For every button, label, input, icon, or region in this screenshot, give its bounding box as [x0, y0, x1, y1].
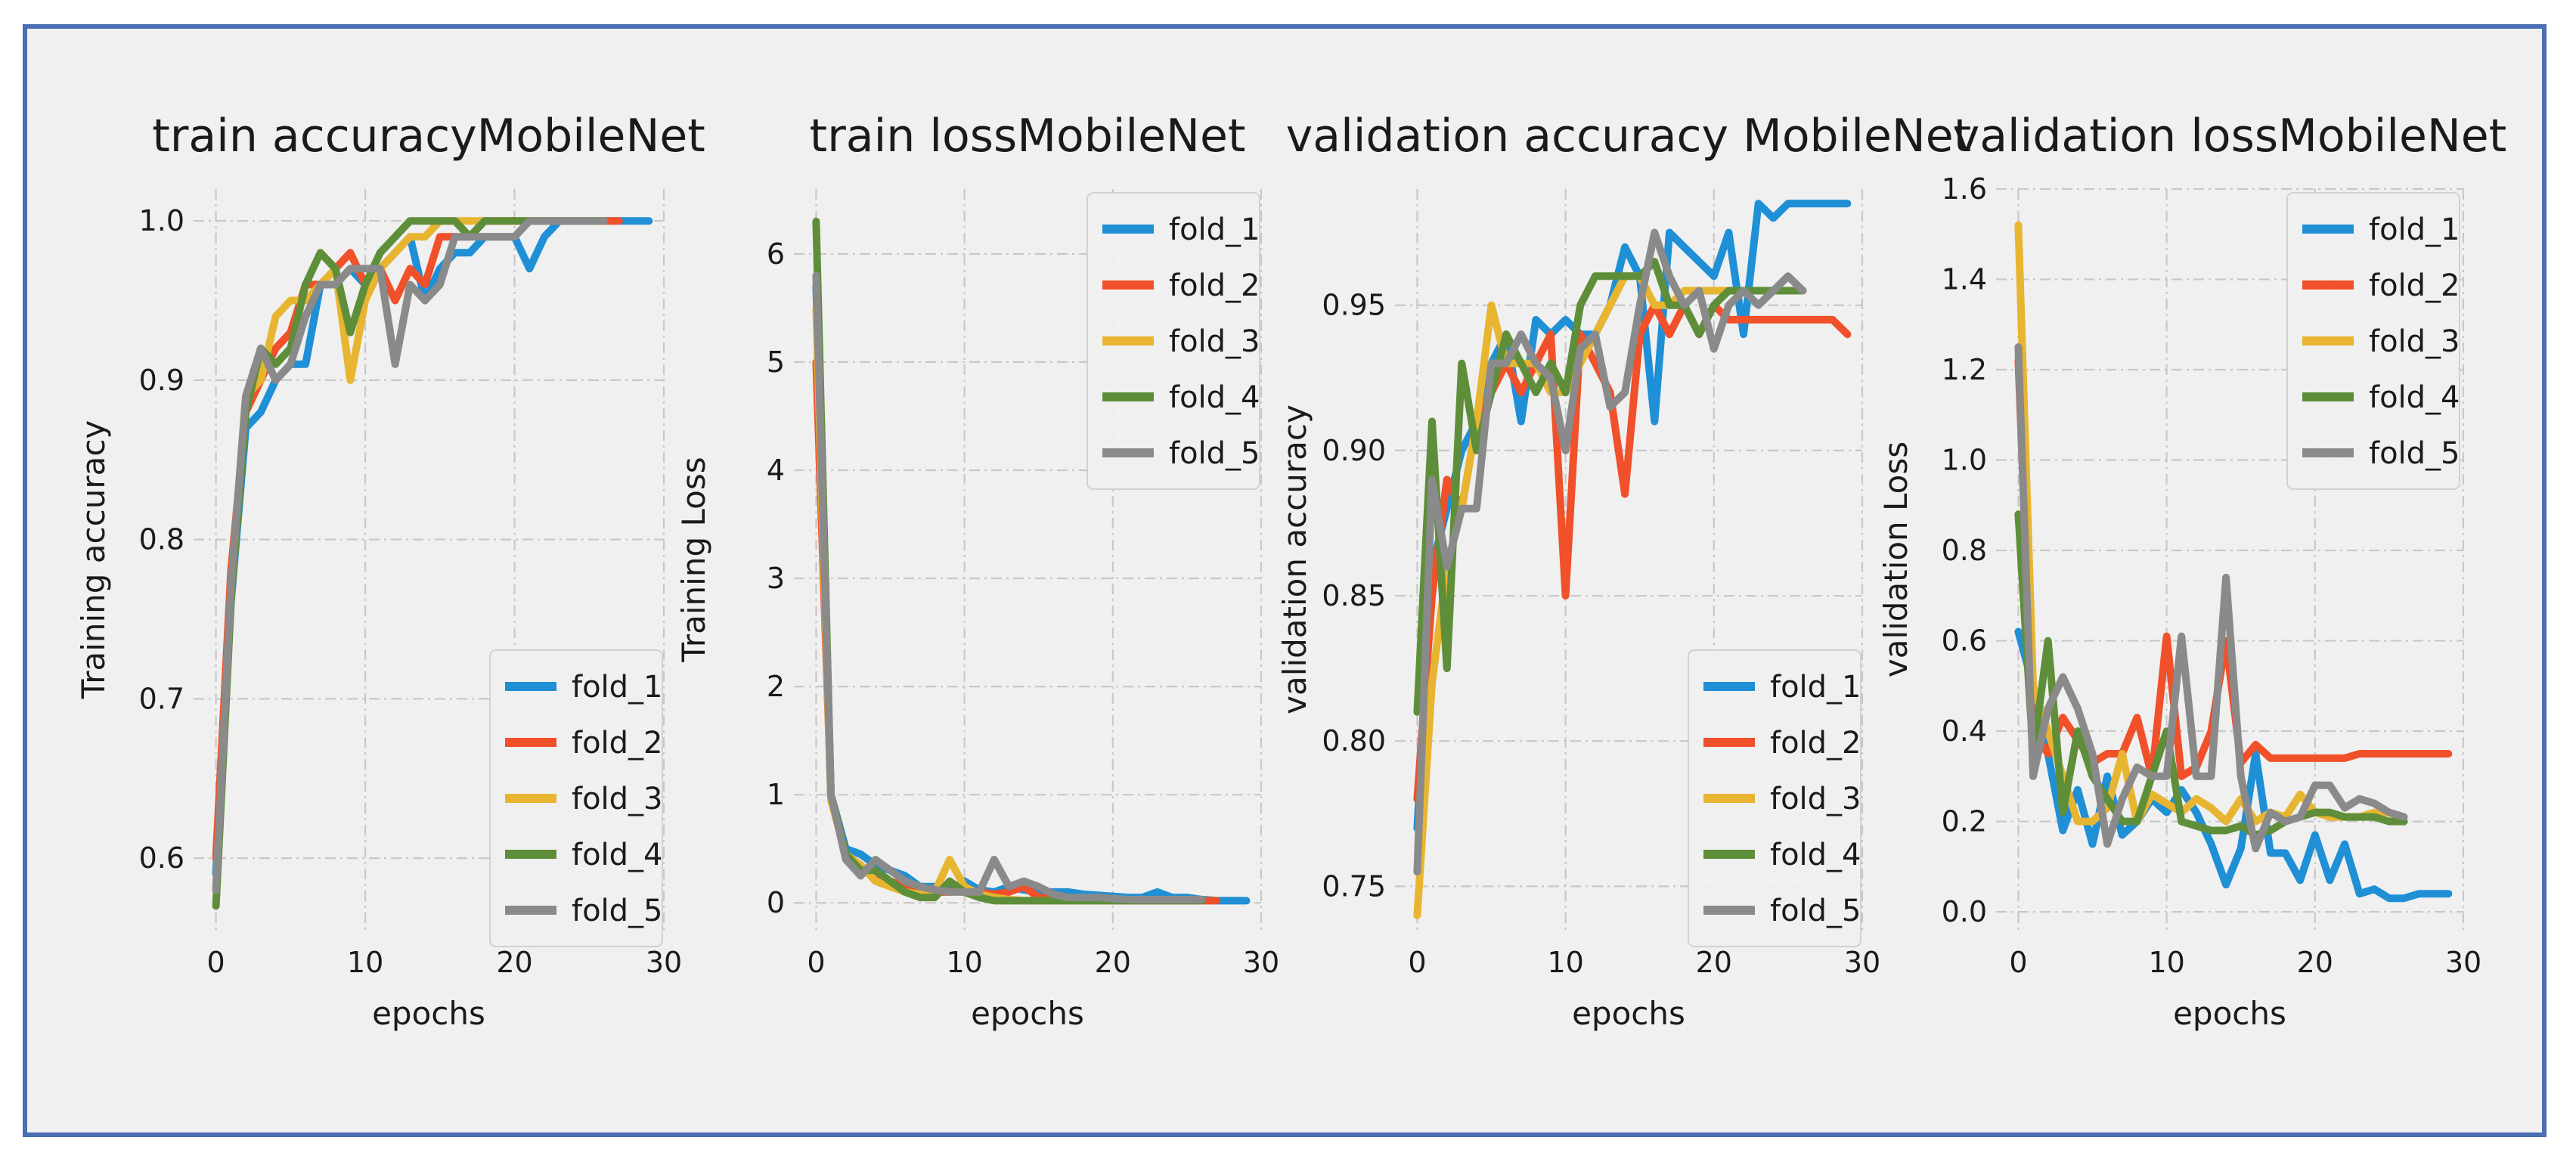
y-tick-label: 0.80 [1322, 724, 1386, 758]
chart-title: validation accuracy MobileNet [1286, 110, 1971, 163]
x-tick-label: 10 [1547, 946, 1583, 979]
y-tick-label: 0.95 [1322, 289, 1386, 322]
legend-box [2286, 192, 2460, 490]
y-tick-label: 0.85 [1322, 579, 1386, 612]
x-tick-label: 10 [347, 946, 383, 979]
y-axis-label: validation accuracy [1276, 404, 1313, 714]
legend-box [1087, 192, 1260, 490]
y-tick-label: 5 [767, 345, 785, 379]
y-tick-label: 0.6 [1942, 624, 1987, 658]
y-tick-label: 4 [767, 454, 785, 487]
legend-label-fold-4: fold_4 [1770, 838, 1861, 872]
y-tick-label: 0.6 [139, 841, 184, 875]
x-tick-label: 20 [1696, 946, 1732, 979]
x-tick-label: 0 [2009, 946, 2027, 979]
y-tick-label: 0 [767, 886, 785, 919]
legend-label-fold-3: fold_3 [572, 782, 663, 816]
legend-label-fold-3: fold_3 [2369, 324, 2460, 359]
y-tick-label: 0.2 [1942, 805, 1987, 838]
legend-label-fold-5: fold_5 [1770, 894, 1861, 928]
x-tick-label: 20 [2297, 946, 2333, 979]
legend-label-fold-2: fold_2 [572, 726, 663, 761]
x-tick-label: 10 [2148, 946, 2184, 979]
legend-label-fold-1: fold_1 [2369, 212, 2460, 247]
chart-title: train lossMobileNet [810, 110, 1246, 163]
y-tick-label: 3 [767, 562, 785, 595]
series-line-fold-1 [2014, 627, 2453, 903]
y-tick-label: 1.2 [1942, 353, 1987, 386]
x-tick-label: 0 [207, 946, 225, 979]
legend-label-fold-1: fold_1 [1169, 212, 1260, 247]
y-axis-label: Training Loss [675, 457, 712, 662]
y-tick-label: 6 [767, 237, 785, 271]
x-axis-label: epochs [2173, 995, 2286, 1032]
y-tick-label: 2 [767, 670, 785, 703]
y-tick-label: 1.0 [1942, 444, 1987, 477]
legend-label-fold-5: fold_5 [2369, 436, 2460, 471]
x-axis-label: epochs [1572, 995, 1685, 1032]
legend-label-fold-3: fold_3 [1770, 782, 1861, 816]
series-line-fold-5 [212, 217, 608, 894]
legend-label-fold-2: fold_2 [2369, 268, 2460, 303]
y-tick-label: 0.8 [139, 523, 184, 556]
legend-label-fold-1: fold_1 [1770, 670, 1861, 705]
x-axis-label: epochs [971, 995, 1084, 1032]
y-tick-label: 0.7 [139, 682, 184, 715]
y-tick-label: 0.8 [1942, 534, 1987, 567]
y-axis-label: Training accuracy [75, 420, 112, 700]
y-tick-label: 1.4 [1942, 263, 1987, 296]
y-tick-label: 1.6 [1942, 172, 1987, 206]
y-tick-label: 1.0 [139, 204, 184, 237]
y-tick-label: 0.90 [1322, 434, 1386, 467]
series-line-fold-5 [2014, 343, 2408, 853]
chart-title: train accuracyMobileNet [152, 110, 705, 163]
legend-label-fold-5: fold_5 [572, 894, 663, 928]
legend-label-fold-2: fold_2 [1770, 726, 1861, 761]
legend-label-fold-1: fold_1 [572, 670, 663, 705]
x-tick-label: 30 [2445, 946, 2481, 979]
y-tick-label: 0.75 [1322, 869, 1386, 903]
legend-label-fold-5: fold_5 [1169, 436, 1260, 471]
x-tick-label: 0 [1408, 946, 1426, 979]
x-tick-label: 30 [646, 946, 682, 979]
y-tick-label: 0.9 [139, 364, 184, 397]
legend-label-fold-4: fold_4 [572, 838, 663, 872]
y-axis-label: validation Loss [1877, 442, 1914, 677]
x-tick-label: 20 [496, 946, 532, 979]
x-tick-label: 20 [1095, 946, 1131, 979]
x-tick-label: 0 [807, 946, 825, 979]
x-axis-label: epochs [372, 995, 485, 1032]
x-tick-label: 30 [1243, 946, 1279, 979]
series-line-fold-5 [812, 271, 1206, 903]
legend-label-fold-2: fold_2 [1169, 268, 1260, 303]
legend-label-fold-4: fold_4 [2369, 380, 2460, 415]
x-tick-label: 30 [1844, 946, 1880, 979]
series-line-fold-5 [1413, 228, 1807, 876]
figure-frame [23, 24, 2547, 1137]
legend-label-fold-4: fold_4 [1169, 380, 1260, 415]
series-line-fold-4 [2014, 510, 2408, 839]
y-tick-label: 0.0 [1942, 895, 1987, 928]
y-tick-label: 1 [767, 778, 785, 811]
x-tick-label: 10 [946, 946, 982, 979]
legend-box [1688, 649, 1861, 947]
legend-box [489, 649, 663, 947]
legend-label-fold-3: fold_3 [1169, 324, 1260, 359]
chart-title: validation lossMobileNet [1953, 110, 2507, 163]
y-tick-label: 0.4 [1942, 714, 1987, 748]
